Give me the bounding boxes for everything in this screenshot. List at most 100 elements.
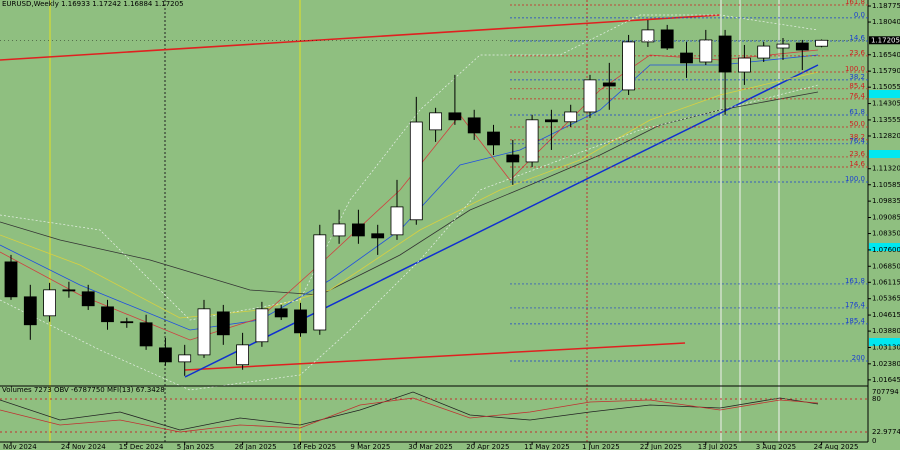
y-tick-label: 1.11320 bbox=[872, 165, 900, 173]
fib-label: 14.6 bbox=[849, 34, 865, 42]
candle-body bbox=[371, 233, 385, 239]
y-tick-label: 1.15790 bbox=[872, 67, 900, 75]
x-tick-label: 26 Jan 2025 bbox=[235, 443, 277, 450]
indicator-level: 22.9774 bbox=[872, 428, 900, 436]
candle-body bbox=[313, 234, 327, 331]
candle-body bbox=[525, 119, 539, 163]
y-tick-label: 1.18040 bbox=[872, 18, 900, 26]
indicator-level: 80 bbox=[872, 395, 881, 403]
candle-body bbox=[545, 119, 558, 123]
candle-body bbox=[583, 79, 597, 113]
candle-body bbox=[81, 291, 95, 307]
fib-label: 176.4 bbox=[845, 301, 866, 309]
y-tick-label: 1.09085 bbox=[872, 213, 900, 221]
fib-label: 85.4 bbox=[849, 82, 865, 90]
candle-body bbox=[43, 289, 56, 317]
bollinger-band bbox=[0, 14, 819, 321]
candle-body bbox=[487, 131, 500, 146]
trend-line bbox=[184, 64, 819, 378]
candle-body bbox=[448, 112, 462, 121]
y-tick-label: 1.05365 bbox=[872, 295, 900, 303]
x-tick-label: 3 Aug 2025 bbox=[756, 443, 796, 450]
bollinger-band bbox=[0, 84, 819, 391]
candle-body bbox=[564, 111, 578, 123]
candle-body bbox=[197, 308, 211, 356]
x-tick-label: 24 Nov 2024 bbox=[61, 443, 106, 450]
x-tick-label: 1 Jun 2025 bbox=[582, 443, 620, 450]
candle-body bbox=[101, 306, 114, 323]
moving-average bbox=[0, 91, 819, 296]
axis-highlight bbox=[869, 338, 900, 346]
candle-body bbox=[178, 354, 192, 363]
fib-label: 0.0 bbox=[854, 11, 865, 19]
candle-body bbox=[641, 29, 655, 43]
x-tick-label: Nov 2024 bbox=[3, 443, 37, 450]
y-tick-label: 1.16540 bbox=[872, 51, 900, 59]
y-tick-label: 1.09835 bbox=[872, 197, 900, 205]
indicator-header: Volumes 7273 OBV -6787750 MFI(13) 67.342… bbox=[2, 386, 165, 394]
candle-body bbox=[622, 41, 635, 91]
y-tick-label: 1.02380 bbox=[872, 360, 900, 368]
candle-body bbox=[23, 296, 37, 326]
y-tick-label: 1.03880 bbox=[872, 327, 900, 335]
candle-body bbox=[255, 308, 269, 343]
candle-body bbox=[718, 35, 732, 73]
fib-label: 23.6 bbox=[849, 49, 865, 57]
current-price-label: 1.17205 bbox=[871, 36, 900, 44]
fib-label: 50.0 bbox=[849, 120, 865, 128]
moving-average bbox=[0, 49, 819, 341]
fib-label: 185.4 bbox=[845, 317, 866, 325]
y-tick-label: 1.01645 bbox=[872, 376, 900, 384]
candle-body bbox=[602, 82, 616, 87]
fib-label: 100.0 bbox=[845, 65, 865, 73]
fib-label: 76.4 bbox=[849, 92, 865, 100]
y-tick-label: 1.06850 bbox=[872, 262, 900, 270]
y-tick-label: 1.07600 bbox=[872, 246, 900, 254]
candle-body bbox=[158, 347, 172, 363]
candle-body bbox=[236, 344, 250, 366]
candle-body bbox=[467, 117, 481, 134]
y-tick-label: 1.04615 bbox=[872, 311, 900, 319]
y-tick-label: 1.15055 bbox=[872, 83, 900, 91]
x-tick-label: 30 Mar 2025 bbox=[408, 443, 452, 450]
moving-average bbox=[0, 71, 819, 319]
axis-highlight bbox=[869, 90, 900, 98]
candle-body bbox=[120, 321, 134, 324]
x-tick-label: 15 Dec 2024 bbox=[119, 443, 164, 450]
fib-label: 38.2 bbox=[849, 133, 865, 141]
fib-label: 14.6 bbox=[849, 160, 865, 168]
mfi-line bbox=[0, 397, 819, 433]
x-tick-label: 9 Mar 2025 bbox=[350, 443, 390, 450]
y-tick-label: 1.12820 bbox=[872, 132, 900, 140]
candle-body bbox=[274, 308, 288, 318]
candle-body bbox=[795, 42, 809, 51]
current-price-box bbox=[869, 36, 900, 45]
candle-body bbox=[351, 223, 365, 237]
x-tick-label: 13 Jul 2025 bbox=[698, 443, 738, 450]
fib-label: 23.6 bbox=[849, 150, 865, 158]
candle-body bbox=[815, 39, 828, 47]
channel-line bbox=[184, 342, 686, 371]
x-tick-label: 24 Aug 2025 bbox=[814, 443, 859, 450]
candle-body bbox=[776, 43, 790, 49]
indicator-level: 0 bbox=[872, 437, 876, 445]
candle-body bbox=[390, 206, 404, 236]
y-tick-label: 1.10585 bbox=[872, 181, 900, 189]
y-tick-label: 1.13555 bbox=[872, 116, 900, 124]
y-tick-label: 1.03130 bbox=[872, 343, 900, 351]
y-tick-label: 1.18775 bbox=[872, 2, 900, 10]
candle-body bbox=[139, 322, 153, 347]
fib-label: 200 bbox=[852, 354, 865, 362]
candle-body bbox=[506, 154, 520, 163]
x-tick-label: 5 Jan 2025 bbox=[177, 443, 215, 450]
drawn-objects bbox=[0, 0, 819, 442]
x-tick-label: 20 Apr 2025 bbox=[466, 443, 509, 450]
fib-label: 161.8 bbox=[845, 0, 865, 6]
indicator-level: 707794 bbox=[872, 388, 899, 396]
x-tick-label: 16 Feb 2025 bbox=[293, 443, 337, 450]
fib-label: 161.8 bbox=[845, 277, 865, 285]
candle-body bbox=[294, 309, 307, 334]
fib-label: 38.2 bbox=[849, 73, 865, 81]
candle-body bbox=[62, 289, 76, 292]
